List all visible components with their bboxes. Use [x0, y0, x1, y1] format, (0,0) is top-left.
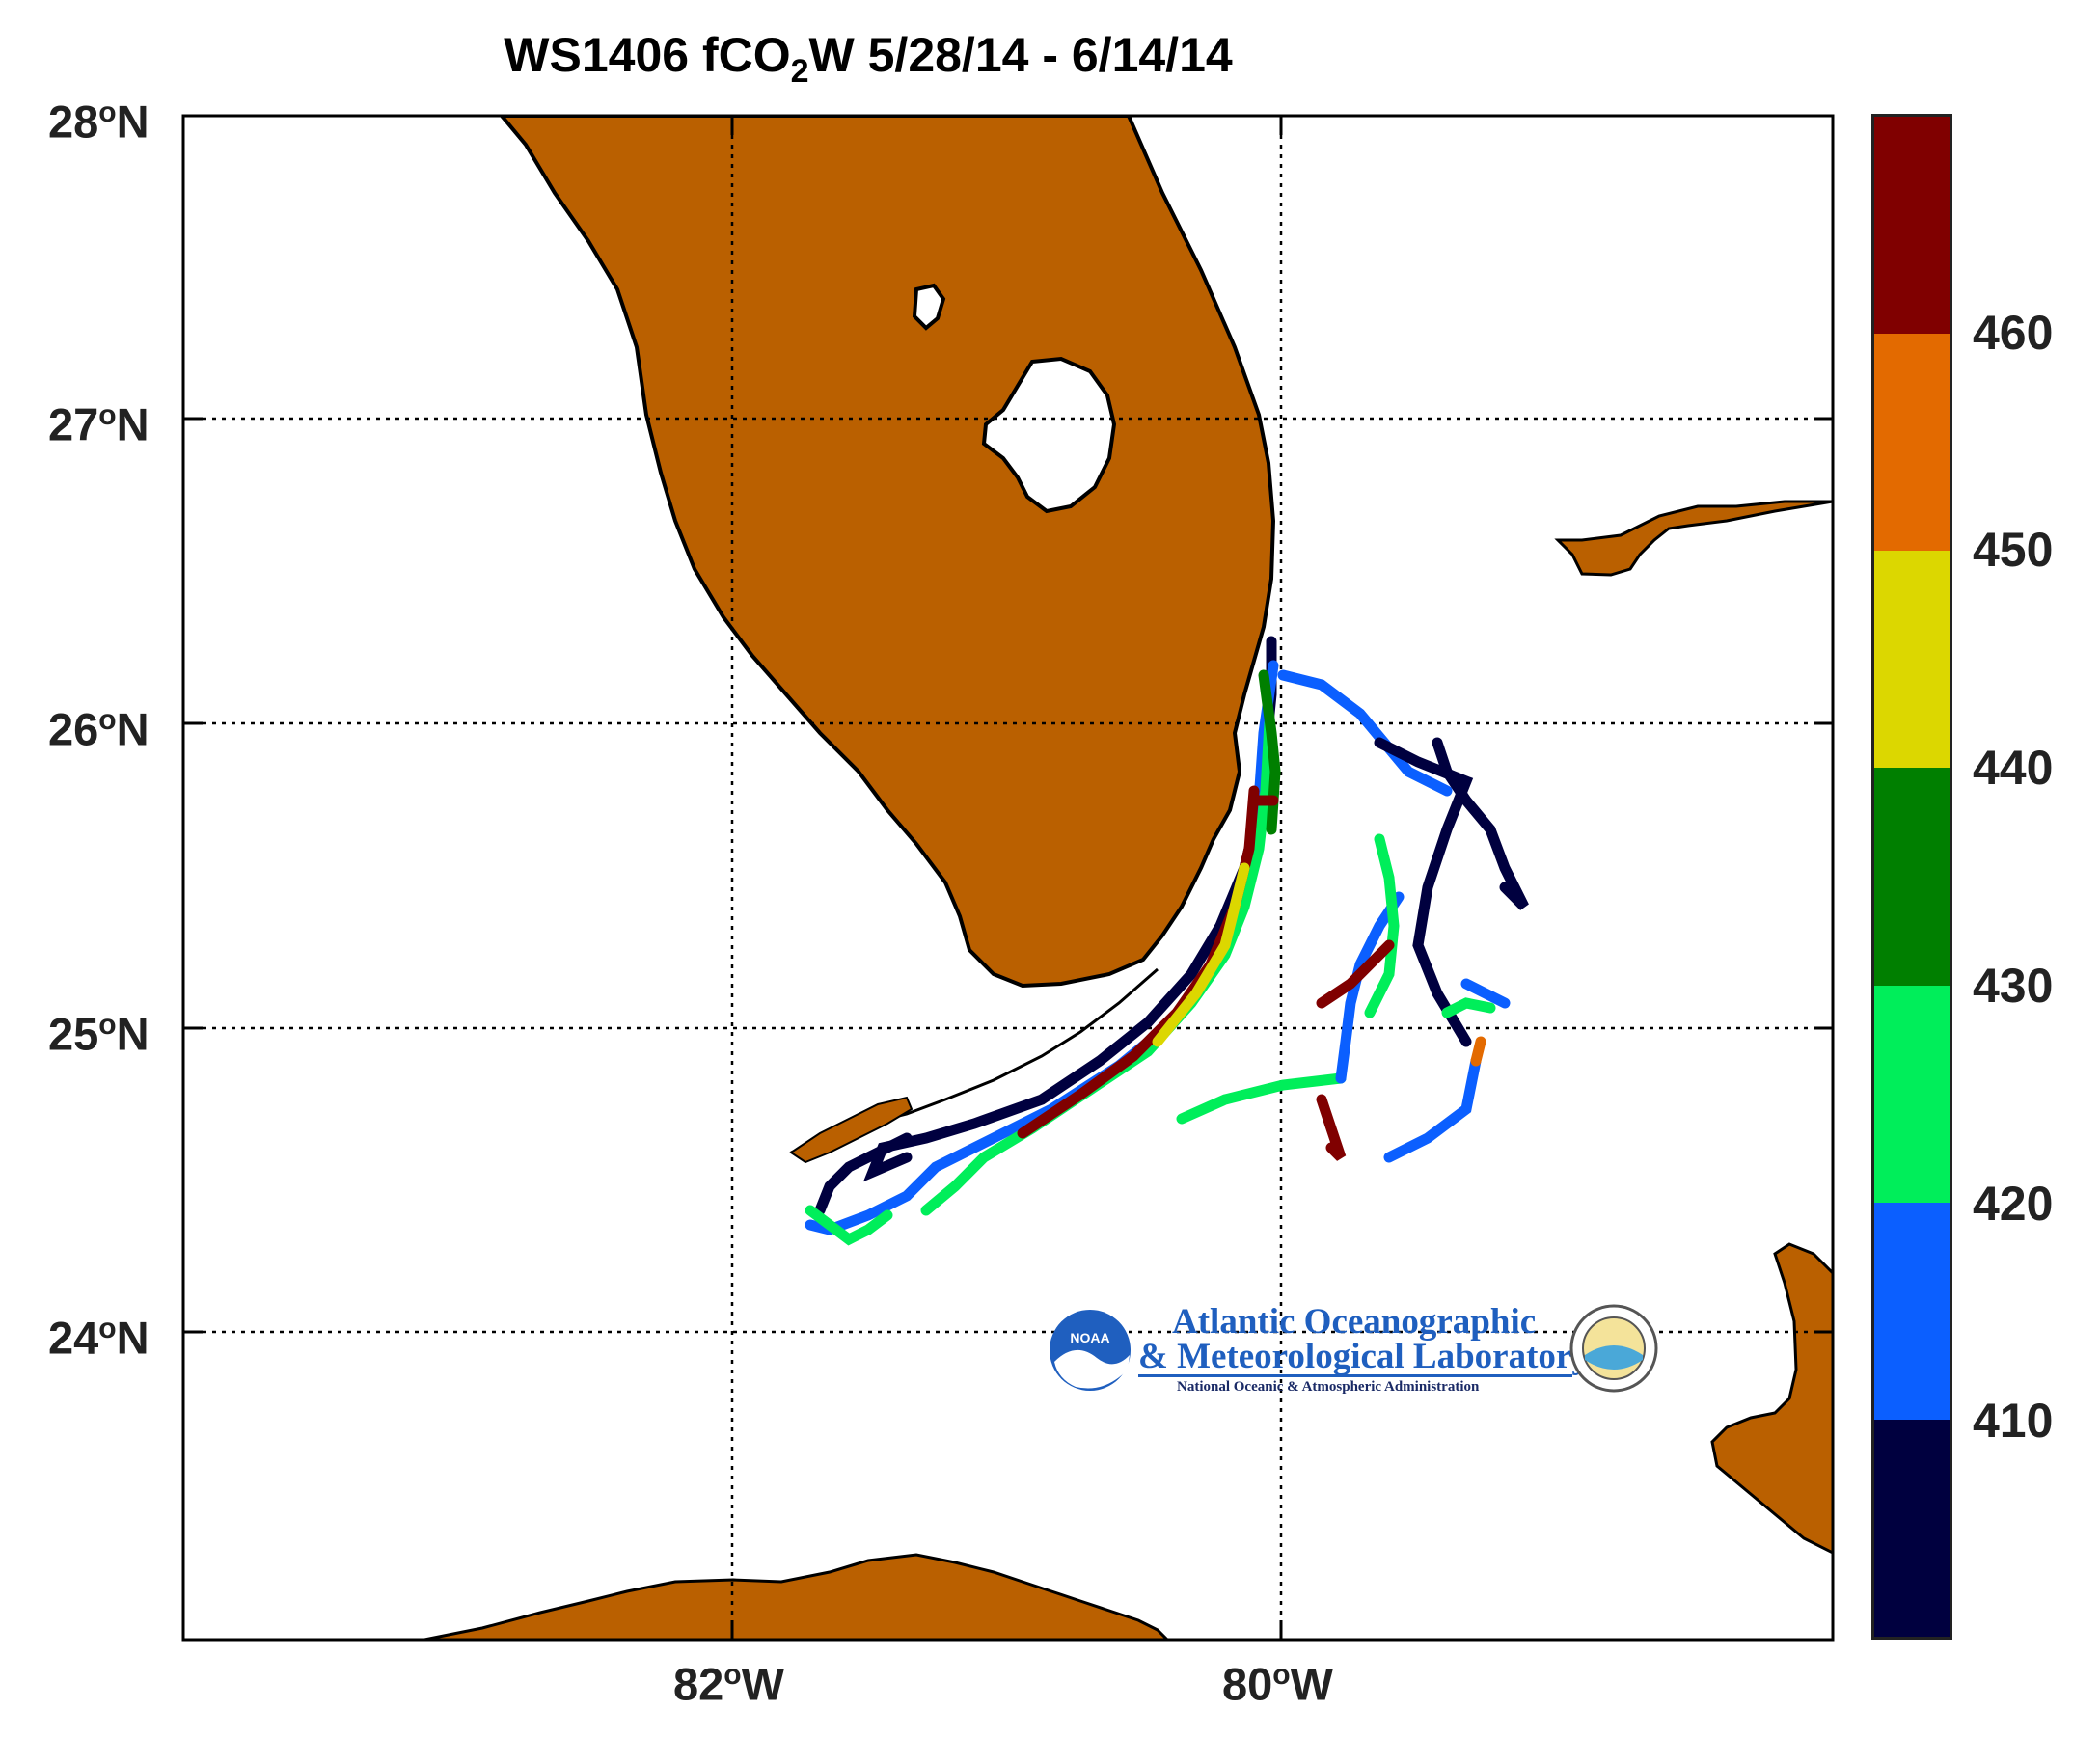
logo-line-2: & Meteorological Laboratory: [1138, 1337, 1590, 1376]
lon-label-80: 80oW: [1222, 1658, 1333, 1710]
colorbar-tick-420: 420: [1973, 1177, 2054, 1231]
colorbar-segment: [1874, 334, 1950, 552]
svg-text:NOAA: NOAA: [1070, 1330, 1109, 1345]
colorbar: [1871, 114, 1952, 1640]
logo-rule: [1138, 1374, 1572, 1377]
colorbar-segment: [1874, 985, 1950, 1203]
colorbar-tick-430: 430: [1973, 959, 2054, 1013]
map-title: WS1406 fCO2W 5/28/14 - 6/14/14: [504, 28, 1233, 90]
colorbar-segment: [1874, 1419, 1950, 1637]
lake-small: [912, 283, 946, 331]
lat-label-25: 25oN: [48, 1008, 150, 1060]
lat-label-24: 24oN: [48, 1312, 150, 1364]
aoml-logo: NOAA Atlantic Oceanographic & Meteorolog…: [1047, 1297, 1664, 1408]
colorbar-segment: [1874, 1202, 1950, 1420]
lat-label-28: 28oN: [48, 95, 150, 148]
grid-lines: [183, 116, 1833, 1640]
logo-line-3: National Oceanic & Atmospheric Administr…: [1177, 1379, 1480, 1395]
cuba-north-land: [423, 1553, 1170, 1640]
colorbar-tick-450: 450: [1973, 523, 2054, 577]
doc-seal-icon: [1569, 1304, 1658, 1393]
map-frame: [181, 114, 1835, 1642]
colorbar-segment: [1874, 768, 1950, 986]
noaa-logo-icon: NOAA: [1050, 1310, 1131, 1391]
lat-label-26: 26oN: [48, 703, 150, 755]
lake-okeechobee: [981, 356, 1117, 514]
lower-keys: [789, 1096, 914, 1164]
colorbar-segment: [1874, 551, 1950, 769]
florida-land: [499, 116, 1276, 989]
colorbar-segment: [1874, 117, 1950, 335]
colorbar-tick-460: 460: [1973, 306, 2054, 360]
cuba-east-land: [1710, 1242, 1833, 1555]
lon-label-82: 82oW: [673, 1658, 784, 1710]
colorbar-tick-410: 410: [1973, 1394, 2054, 1448]
lat-label-27: 27oN: [48, 398, 150, 450]
colorbar-tick-440: 440: [1973, 741, 2054, 795]
bahamas-land: [1554, 500, 1833, 577]
ship-track: [805, 636, 1529, 1246]
logo-line-1: Atlantic Oceanographic: [1172, 1302, 1537, 1342]
